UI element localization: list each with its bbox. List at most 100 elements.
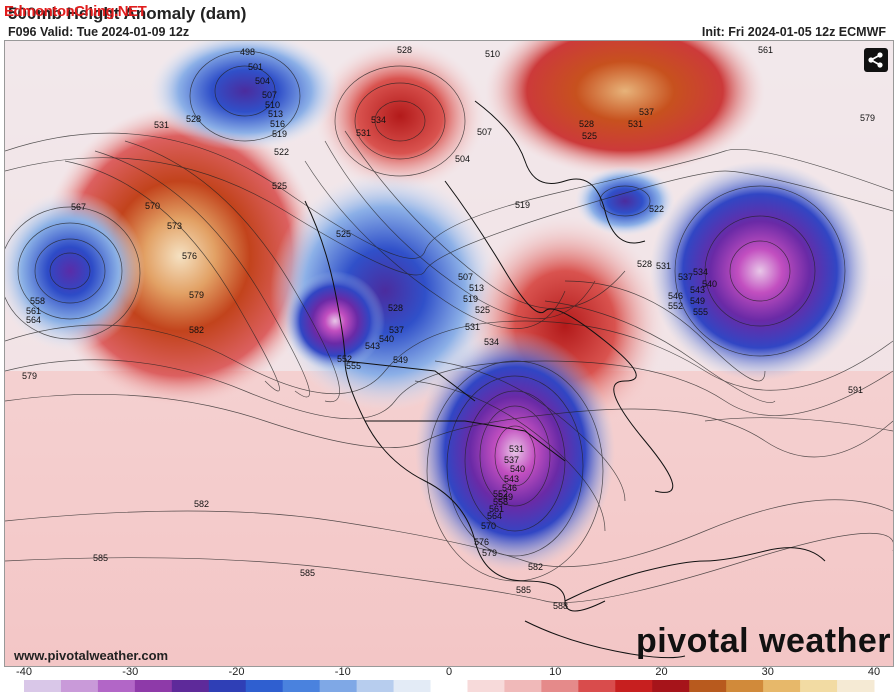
- contour-label: 531: [465, 322, 480, 332]
- contour-label: 561: [26, 306, 41, 316]
- contour-label: 537: [678, 272, 693, 282]
- colorbar-tick-label: -10: [335, 666, 351, 678]
- contour-label: 522: [649, 204, 664, 214]
- contour-label: 507: [477, 127, 492, 137]
- contour-label: 531: [656, 261, 671, 271]
- colorbar-swatch: [763, 680, 801, 692]
- contour-label: 537: [389, 325, 404, 335]
- colorbar-swatch: [726, 680, 764, 692]
- contour-label: 504: [255, 76, 270, 86]
- contour-label: 525: [475, 305, 490, 315]
- contour-label: 540: [379, 334, 394, 344]
- colorbar-tick-label: -20: [229, 666, 245, 678]
- colorbar-tick-label: 40: [868, 666, 880, 678]
- contour-label: 585: [300, 568, 315, 578]
- contour-label: 534: [371, 115, 386, 125]
- share-icon: [868, 52, 883, 68]
- contour-label: 549: [498, 492, 513, 502]
- contour-label: 579: [189, 290, 204, 300]
- contour-label: 519: [463, 294, 478, 304]
- watermark-text: EdmontonChing.NET: [4, 3, 147, 20]
- chart-title: 500mb Height Anomaly (dam): [8, 4, 247, 23]
- colorbar-swatch: [652, 680, 690, 692]
- contour-label: 552: [668, 301, 683, 311]
- colorbar-svg: -40 -30 -20 -10 0 10 20 30 40: [16, 666, 880, 692]
- contour-label: 582: [528, 562, 543, 572]
- colorbar-swatch: [578, 680, 616, 692]
- contour-labels: 498 501 504 507 510 513 516 519 522 525 …: [22, 45, 875, 611]
- contour-label: 546: [668, 291, 683, 301]
- colorbar-swatch: [24, 680, 62, 692]
- share-button[interactable]: [864, 48, 888, 72]
- contour-label: 519: [515, 200, 530, 210]
- colorbar-swatch: [60, 680, 99, 692]
- colorbar-swatch: [800, 680, 838, 692]
- header: 500mb Height Anomaly (dam) EdmontonChing…: [0, 0, 894, 40]
- contour-label: 579: [482, 548, 497, 558]
- contour-label: 507: [262, 90, 277, 100]
- contour-label: 540: [510, 464, 525, 474]
- contour-label: 555: [346, 361, 361, 371]
- contour-label: 549: [690, 296, 705, 306]
- contour-label: 579: [860, 113, 875, 123]
- contour-label: 531: [628, 119, 643, 129]
- contour-label: 537: [504, 455, 519, 465]
- contour-label: 546: [502, 483, 517, 493]
- colorbar-swatch: [689, 680, 727, 692]
- colorbar-tick-label: 30: [762, 666, 774, 678]
- contour-label: 531: [509, 444, 524, 454]
- valid-time: F096 Valid: Tue 2024-01-09 12z: [8, 25, 190, 39]
- colorbar-swatch: [208, 680, 247, 692]
- contour-label: 555: [693, 307, 708, 317]
- contour-label: 561: [489, 504, 504, 514]
- contour-label: 558: [493, 497, 508, 507]
- contour-label: 504: [455, 154, 470, 164]
- contour-label: 516: [270, 119, 285, 129]
- contour-label: 528: [397, 45, 412, 55]
- contour-label: 585: [516, 585, 531, 595]
- contour-label: 561: [758, 45, 773, 55]
- colorbar-swatch: [356, 680, 395, 692]
- contour-label: 522: [274, 147, 289, 157]
- contour-label: 528: [388, 303, 403, 313]
- colorbar-tick-label: 0: [446, 666, 452, 678]
- colorbar-swatch: [171, 680, 210, 692]
- contour-label: 564: [487, 511, 502, 521]
- contour-label: 591: [848, 385, 863, 395]
- contour-label: 549: [393, 355, 408, 365]
- colorbar-swatch: [245, 680, 284, 692]
- colorbar-swatch: [282, 680, 321, 692]
- colorbar-swatch: [97, 680, 136, 692]
- contour-label: 519: [272, 129, 287, 139]
- contour-label: 498: [240, 47, 255, 57]
- colorbar-swatch: [430, 680, 468, 692]
- contour-label: 537: [639, 107, 654, 117]
- contour-label: 525: [272, 181, 287, 191]
- contour-label: 531: [154, 120, 169, 130]
- contour-label: 501: [248, 62, 263, 72]
- contour-label: 582: [194, 499, 209, 509]
- contour-label: 588: [553, 601, 568, 611]
- map-svg: 498 501 504 507 510 513 516 519 522 525 …: [5, 41, 893, 666]
- contour-label: 570: [481, 521, 496, 531]
- colorbar-swatch: [319, 680, 358, 692]
- contour-label: 525: [582, 131, 597, 141]
- coastlines: [304, 100, 826, 659]
- contour-label: 552: [493, 489, 508, 499]
- colorbar-swatch: [837, 680, 875, 692]
- contour-label: 528: [186, 114, 201, 124]
- contour-label: 534: [484, 337, 499, 347]
- colorbar-swatch: [615, 680, 653, 692]
- contour-label: 567: [71, 202, 86, 212]
- site-url[interactable]: www.pivotalweather.com: [14, 648, 169, 663]
- colorbar-swatch: [541, 680, 579, 692]
- contour-label: 564: [26, 315, 41, 325]
- contour-label: 552: [337, 354, 352, 364]
- contour-label: 525: [336, 229, 351, 239]
- colorbar-swatch: [467, 680, 505, 692]
- colorbar: -40 -30 -20 -10 0 10 20 30 40: [14, 665, 884, 695]
- contour-label: 507: [458, 272, 473, 282]
- contour-label: 534: [693, 267, 708, 277]
- contour-label: 582: [189, 325, 204, 335]
- colorbar-swatch: [393, 680, 432, 692]
